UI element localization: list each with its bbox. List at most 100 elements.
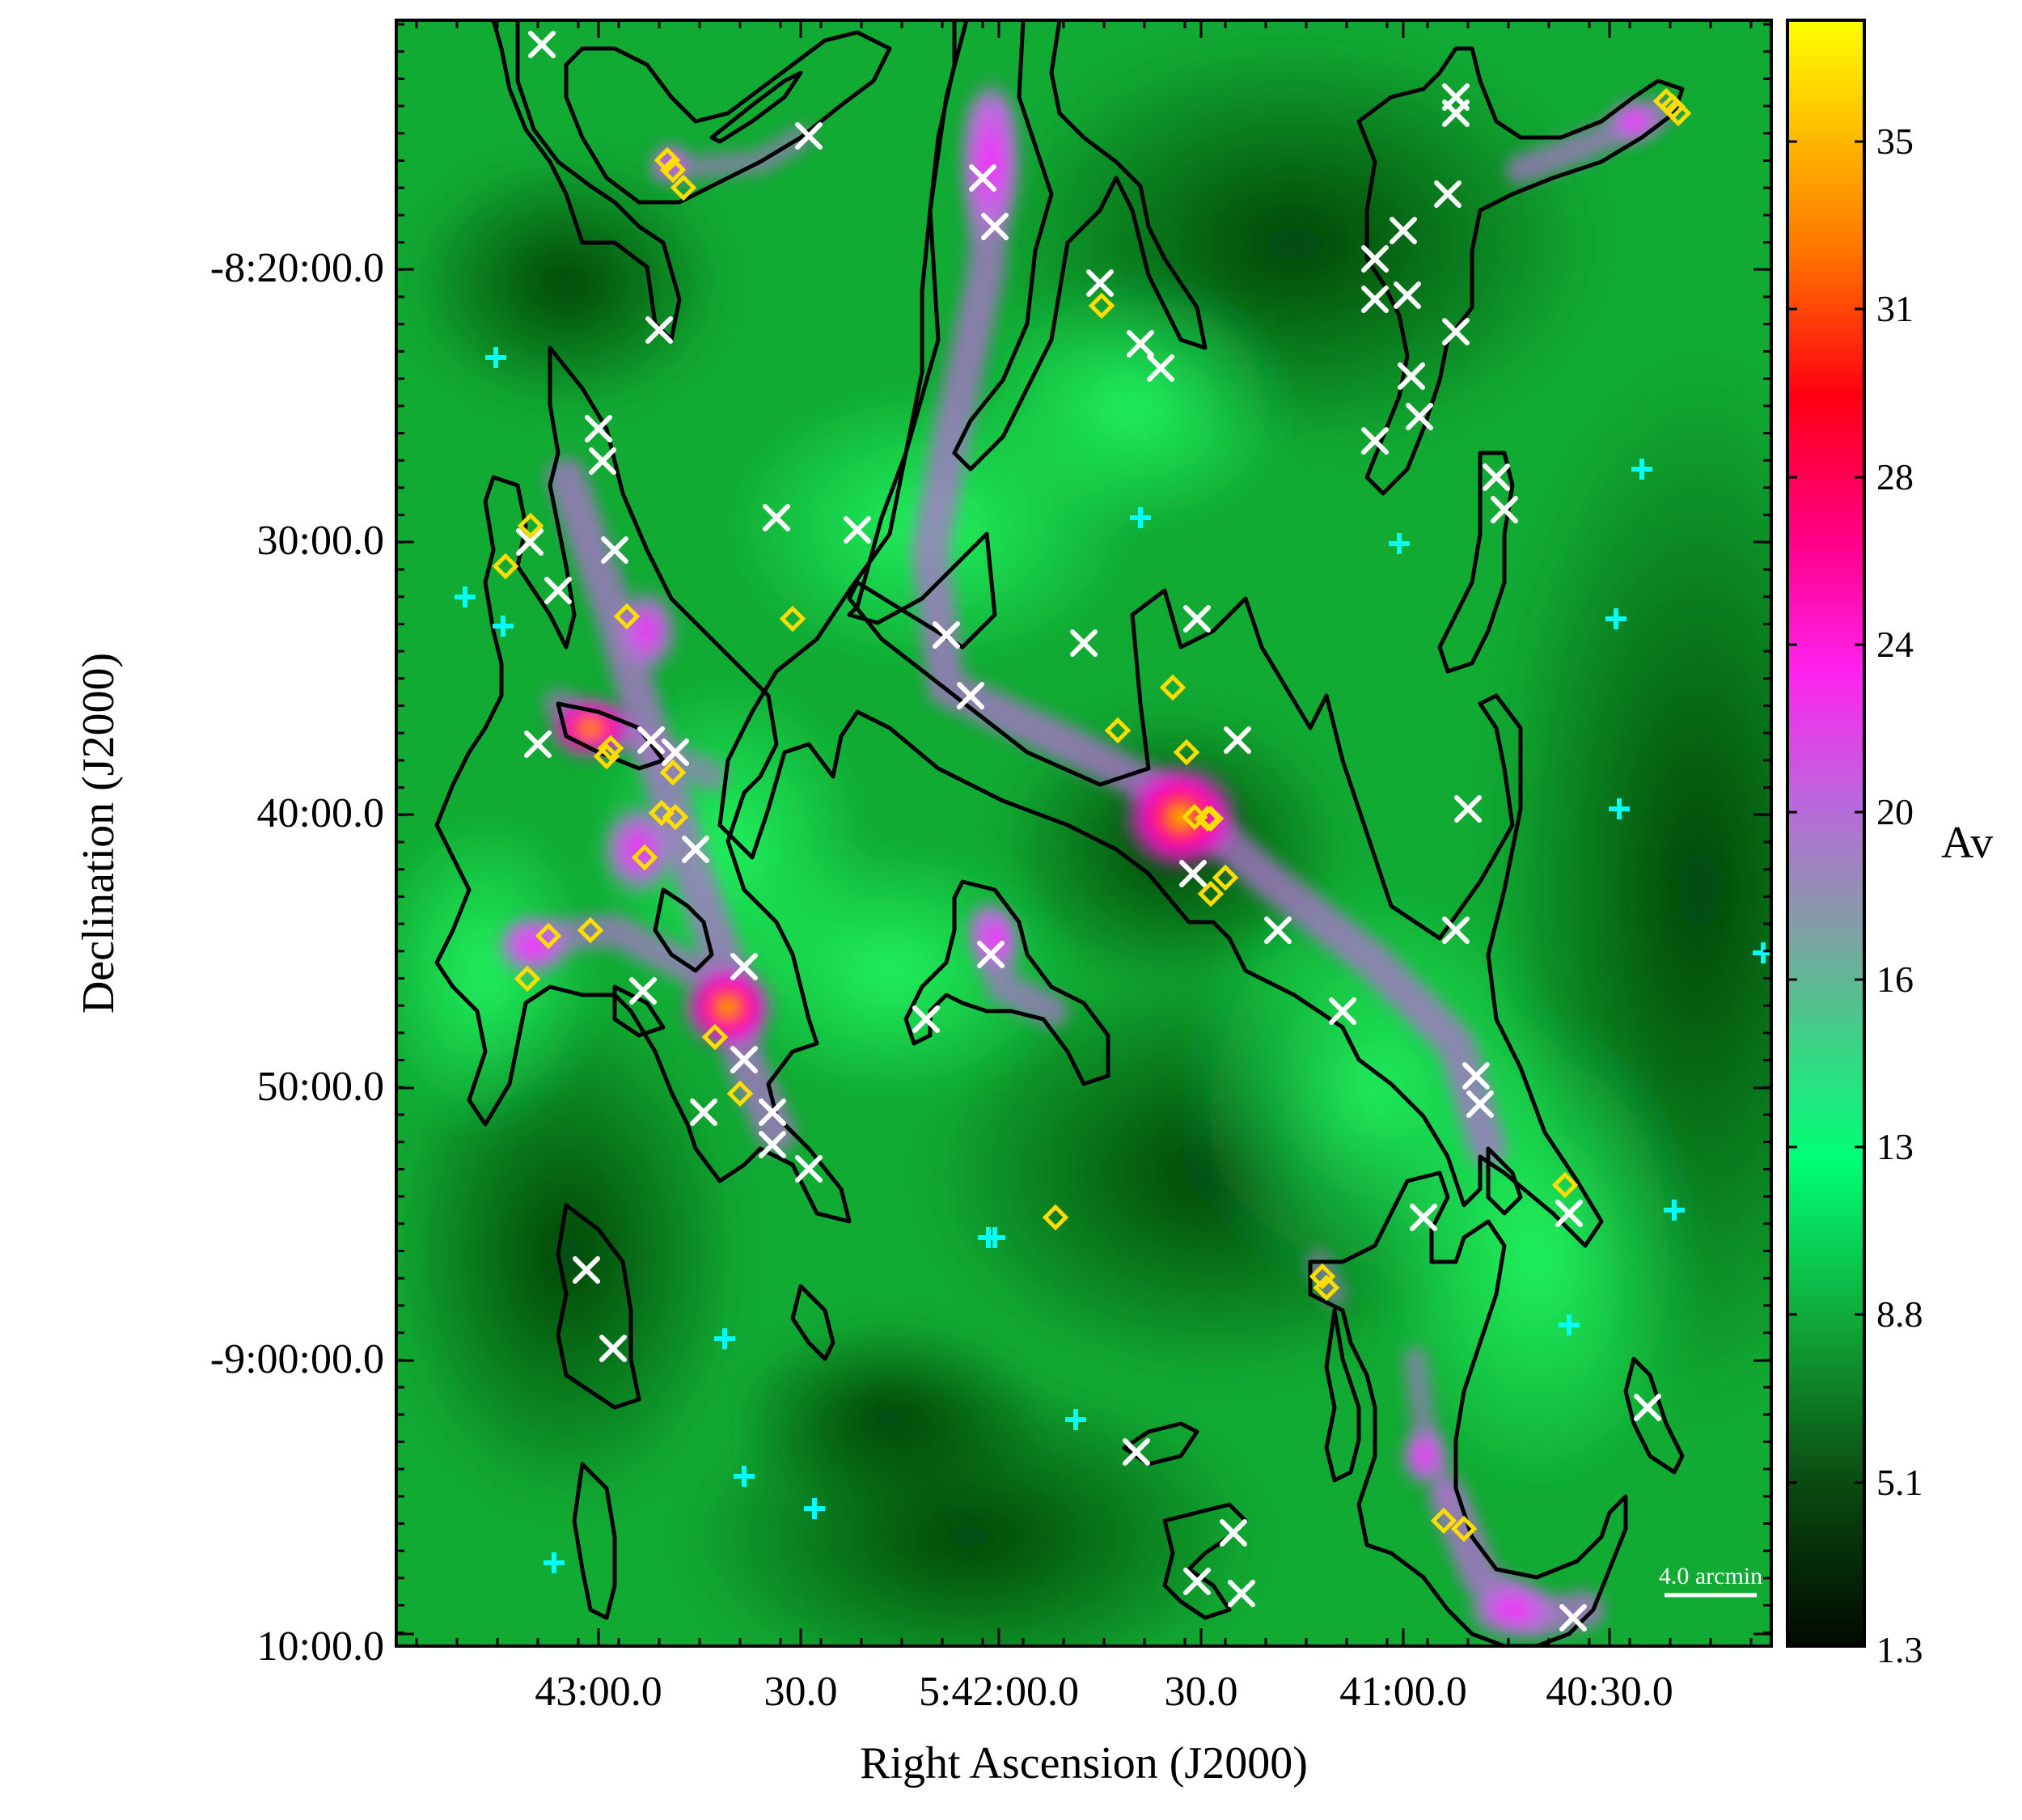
scale-bar: 4.0 arcmin bbox=[1659, 1563, 1762, 1598]
white-x-marker bbox=[1264, 916, 1292, 944]
yellow-diamond-marker bbox=[1551, 1171, 1579, 1199]
yellow-diamond-marker bbox=[1042, 1204, 1069, 1231]
image-panel: 4.0 arcmin bbox=[321, 20, 1771, 1646]
white-x-marker bbox=[528, 31, 556, 58]
cyan-plus-marker bbox=[1130, 507, 1151, 528]
white-x-marker bbox=[1220, 1519, 1247, 1547]
white-x-marker bbox=[1361, 427, 1389, 455]
yellow-diamond-marker bbox=[1104, 717, 1132, 744]
cyan-plus-marker bbox=[714, 1328, 735, 1349]
white-x-marker bbox=[969, 164, 996, 192]
white-x-marker bbox=[759, 1098, 786, 1126]
cyan-plus-marker bbox=[1559, 1314, 1580, 1335]
cyan-plus-marker bbox=[1605, 608, 1626, 629]
white-x-marker bbox=[977, 941, 1005, 968]
white-x-marker bbox=[1228, 1580, 1255, 1607]
yellow-diamond-marker bbox=[1197, 805, 1225, 832]
source-markers bbox=[321, 31, 1771, 1632]
white-x-marker bbox=[573, 1256, 600, 1284]
white-x-marker bbox=[599, 1335, 627, 1362]
scale-bar-label: 4.0 arcmin bbox=[1659, 1563, 1762, 1589]
white-x-marker bbox=[1361, 245, 1389, 273]
colorbar: 35 31 28 24 20 16 13 8.8 5.1 1.3 Av bbox=[1786, 19, 1993, 1670]
yellow-diamond-marker bbox=[1450, 1515, 1478, 1543]
cyan-plus-marker bbox=[804, 1498, 825, 1519]
x-axis-label: Right Ascension (J2000) bbox=[860, 1738, 1308, 1788]
white-x-marker bbox=[629, 977, 657, 1005]
white-x-marker bbox=[1410, 1204, 1437, 1231]
colorbar-tick-label: 24 bbox=[1876, 624, 1914, 665]
yellow-diamond-marker bbox=[631, 844, 658, 871]
yellow-diamond-marker bbox=[662, 803, 689, 831]
white-x-marker bbox=[1434, 180, 1462, 208]
yellow-diamond-marker bbox=[577, 916, 604, 944]
white-x-marker bbox=[795, 122, 823, 150]
cyan-plus-marker bbox=[321, 707, 342, 728]
cyan-plus-marker bbox=[1664, 1200, 1685, 1221]
cyan-plus-marker bbox=[1609, 798, 1630, 819]
colorbar-tick-label: 35 bbox=[1876, 121, 1914, 162]
white-x-marker bbox=[1398, 362, 1425, 390]
yellow-diamond-marker bbox=[1212, 864, 1239, 891]
white-x-marker bbox=[912, 1005, 940, 1033]
white-x-marker bbox=[1442, 99, 1470, 127]
cyan-plus-marker bbox=[1389, 533, 1410, 554]
colorbar-tick-label: 16 bbox=[1876, 959, 1914, 1000]
yellow-diamond-marker bbox=[726, 1080, 754, 1107]
white-x-marker bbox=[662, 739, 689, 766]
colorbar-tick-label: 5.1 bbox=[1876, 1462, 1923, 1503]
white-x-marker bbox=[1127, 330, 1154, 358]
colorbar-tick-label: 13 bbox=[1876, 1126, 1914, 1167]
cyan-plus-marker bbox=[455, 586, 476, 607]
white-x-marker bbox=[544, 577, 572, 604]
cyan-plus-marker bbox=[493, 616, 514, 637]
cyan-plus-marker bbox=[984, 1227, 1005, 1248]
yellow-diamond-marker bbox=[1159, 674, 1187, 701]
yellow-diamond-marker bbox=[1430, 1507, 1457, 1534]
yellow-diamond-marker bbox=[670, 174, 697, 201]
white-x-marker bbox=[730, 953, 758, 980]
y-axis: -8:20:00.0 30:00.0 40:00.0 50:00.0 -9:00… bbox=[74, 245, 384, 1670]
x-axis: 43:00.0 30.0 5:42:00.0 30.0 41:00.0 40:3… bbox=[535, 1669, 1673, 1788]
yellow-diamond-marker bbox=[1309, 1263, 1336, 1290]
white-x-marker bbox=[1462, 1062, 1490, 1090]
y-tick-label: 50:00.0 bbox=[257, 1064, 384, 1110]
white-x-marker bbox=[1483, 463, 1510, 491]
colorbar-tick-label: 1.3 bbox=[1876, 1629, 1923, 1670]
white-x-marker bbox=[1183, 1568, 1211, 1595]
white-x-marker bbox=[1559, 1604, 1587, 1632]
white-x-marker bbox=[1361, 286, 1389, 313]
yellow-diamond-marker bbox=[1194, 805, 1221, 832]
white-x-marker bbox=[759, 1131, 786, 1158]
cyan-plus-marker bbox=[485, 347, 506, 368]
white-x-marker bbox=[585, 415, 612, 442]
x-tick-label: 30.0 bbox=[764, 1669, 838, 1715]
plot-frame bbox=[395, 19, 1773, 1648]
x-tick-label: 40:30.0 bbox=[1546, 1669, 1673, 1715]
colorbar-label: Av bbox=[1941, 818, 1993, 868]
y-tick-label: -9:00:00.0 bbox=[210, 1336, 384, 1382]
yellow-diamond-marker bbox=[514, 965, 541, 993]
white-x-marker bbox=[1183, 605, 1211, 633]
x-tick-label: 41:00.0 bbox=[1339, 1669, 1466, 1715]
white-x-marker bbox=[730, 1046, 758, 1073]
yellow-diamond-marker bbox=[659, 156, 687, 184]
y-tick-label: 10:00.0 bbox=[257, 1623, 384, 1670]
y-tick-label: 30:00.0 bbox=[257, 518, 384, 564]
white-x-marker bbox=[933, 621, 960, 649]
cyan-plus-marker bbox=[1065, 1409, 1086, 1430]
white-x-marker bbox=[1390, 217, 1417, 244]
white-x-marker bbox=[1179, 860, 1207, 887]
colorbar-tick-label: 31 bbox=[1876, 288, 1914, 329]
colorbar-tick-label: 28 bbox=[1876, 456, 1914, 497]
white-x-marker bbox=[589, 447, 616, 475]
colorbar-gradient bbox=[1786, 19, 1866, 1648]
white-x-marker bbox=[1329, 997, 1356, 1025]
white-x-marker bbox=[1634, 1394, 1661, 1421]
white-x-marker bbox=[1394, 281, 1421, 309]
white-x-marker bbox=[690, 1098, 717, 1126]
x-tick-label: 30.0 bbox=[1165, 1669, 1238, 1715]
white-x-marker bbox=[763, 504, 790, 531]
yellow-diamond-marker bbox=[1313, 1274, 1340, 1302]
yellow-diamond-marker bbox=[593, 743, 620, 770]
